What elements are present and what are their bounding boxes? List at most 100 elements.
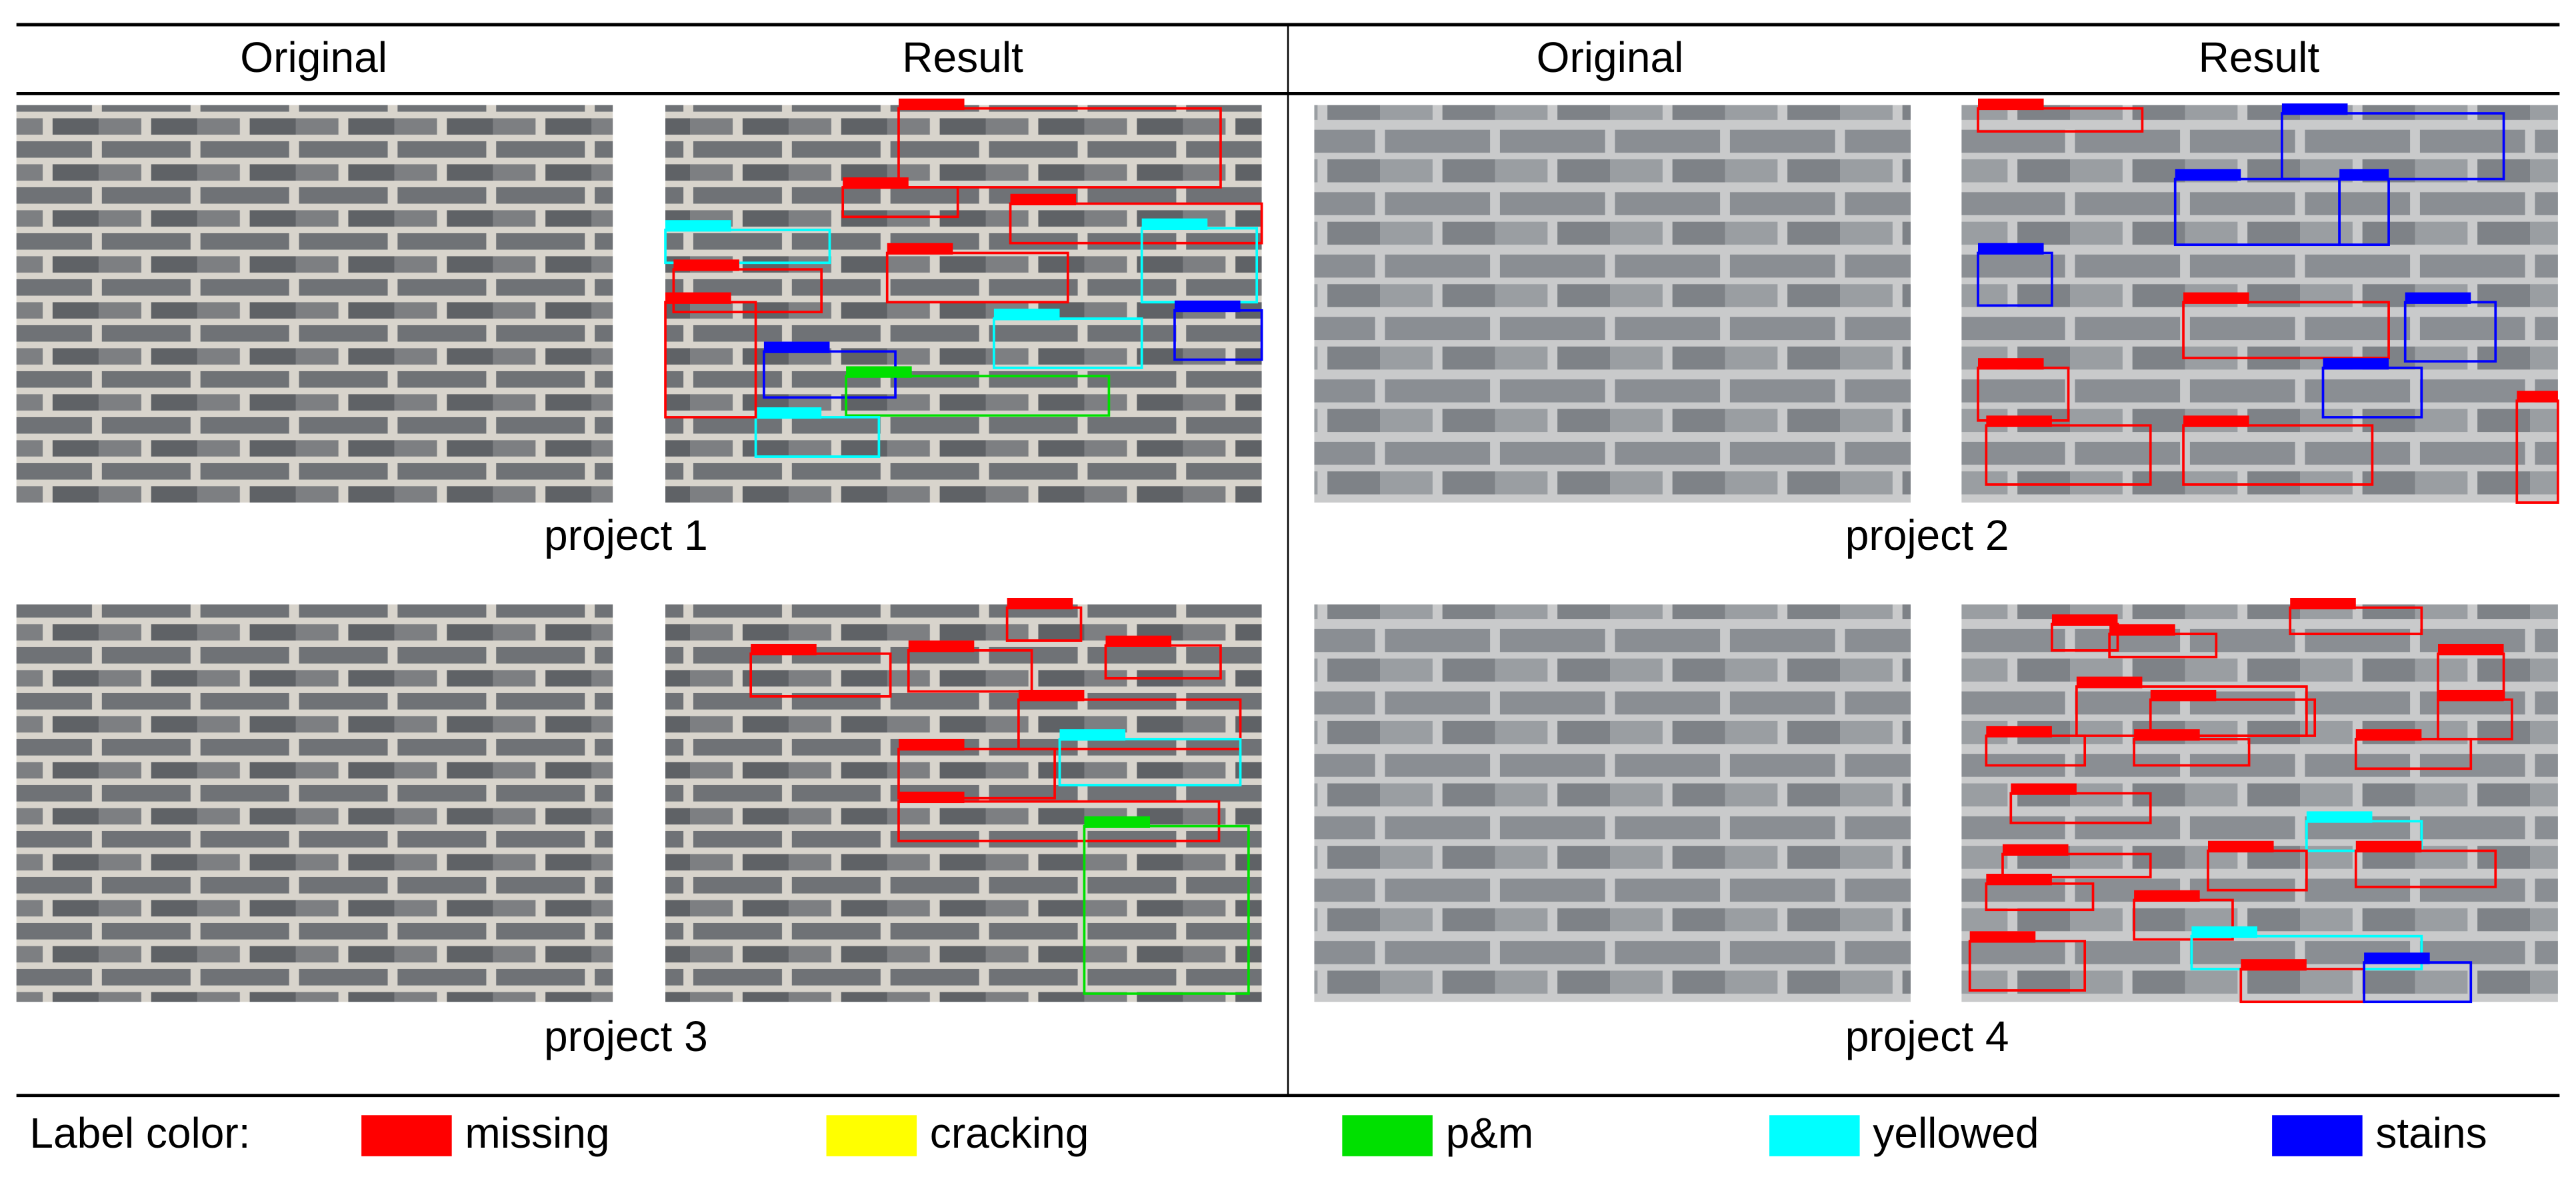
detection-tag bbox=[1010, 193, 1077, 206]
column-header: Result bbox=[2199, 33, 2320, 81]
result-photo bbox=[1961, 105, 2558, 503]
column-header: Original bbox=[1537, 33, 1684, 81]
detection-box bbox=[2001, 852, 2152, 878]
detection-box bbox=[2149, 698, 2317, 737]
detection-tag bbox=[2183, 292, 2249, 304]
project-label: project 4 bbox=[1845, 1012, 2009, 1060]
detection-tag bbox=[751, 644, 817, 656]
detection-box bbox=[664, 229, 831, 265]
detection-tag bbox=[755, 407, 822, 419]
detection-box bbox=[2281, 112, 2505, 181]
detection-tag bbox=[2208, 840, 2274, 852]
detection-tag bbox=[846, 366, 912, 378]
original-photo bbox=[16, 105, 613, 503]
detection-tag bbox=[1978, 243, 2044, 255]
detection-box bbox=[897, 107, 1222, 189]
detection-box bbox=[2354, 849, 2497, 888]
detection-tag bbox=[665, 220, 731, 232]
detection-tag bbox=[1018, 690, 1085, 702]
project-label: project 1 bbox=[544, 511, 708, 559]
legend-swatch bbox=[2272, 1115, 2363, 1156]
legend-swatch bbox=[826, 1115, 917, 1156]
detection-tag bbox=[2355, 729, 2422, 741]
detection-box bbox=[897, 800, 1221, 842]
detection-box bbox=[1009, 202, 1263, 245]
detection-box bbox=[885, 251, 1069, 304]
detection-tag bbox=[1986, 415, 2052, 427]
detection-box bbox=[1083, 824, 1250, 995]
detection-tag bbox=[1969, 931, 2036, 943]
result-photo bbox=[665, 105, 1262, 503]
detection-tag bbox=[763, 341, 830, 353]
detection-tag bbox=[1141, 218, 1208, 231]
legend-label: cracking bbox=[930, 1109, 1089, 1157]
detection-tag bbox=[2517, 391, 2558, 403]
legend-label: missing bbox=[465, 1109, 609, 1157]
detection-box bbox=[672, 268, 823, 314]
detection-tag bbox=[1978, 98, 2044, 111]
column-header: Result bbox=[902, 33, 1023, 81]
detection-tag bbox=[1105, 635, 1172, 647]
detection-tag bbox=[908, 640, 975, 652]
column-header: Original bbox=[240, 33, 387, 81]
detection-tag bbox=[1084, 816, 1150, 828]
detection-tag bbox=[2339, 169, 2389, 181]
detection-tag bbox=[1059, 729, 1126, 741]
detection-tag bbox=[898, 738, 965, 751]
legend-label: p&m bbox=[1446, 1109, 1534, 1157]
detection-tag bbox=[2323, 358, 2389, 370]
detection-tag bbox=[2438, 644, 2504, 656]
legend-label: yellowed bbox=[1873, 1109, 2039, 1157]
detection-tag bbox=[1174, 300, 1241, 313]
detection-box bbox=[2182, 301, 2390, 360]
detection-box bbox=[1058, 738, 1242, 786]
original-photo bbox=[1314, 604, 1911, 1002]
detection-tag bbox=[2051, 614, 2118, 626]
legend-title: Label color: bbox=[29, 1109, 250, 1157]
detection-tag bbox=[898, 791, 965, 804]
original-photo bbox=[16, 604, 613, 1002]
detection-tag bbox=[1986, 874, 2052, 886]
detection-tag bbox=[2241, 959, 2307, 971]
detection-tag bbox=[2290, 598, 2356, 610]
detection-tag bbox=[2002, 844, 2069, 856]
detection-tag bbox=[2306, 811, 2373, 823]
detection-box bbox=[2009, 792, 2152, 824]
detection-tag bbox=[2134, 729, 2200, 741]
detection-tag bbox=[993, 309, 1060, 321]
detection-box bbox=[1985, 424, 2152, 486]
detection-tag bbox=[2011, 783, 2077, 795]
project-label: project 3 bbox=[544, 1012, 708, 1060]
detection-tag bbox=[898, 98, 965, 111]
detection-tag bbox=[843, 177, 909, 189]
detection-tag bbox=[2076, 676, 2143, 688]
detection-tag bbox=[2183, 415, 2249, 427]
detection-tag bbox=[2175, 169, 2241, 181]
detection-box bbox=[845, 375, 1111, 417]
detection-tag bbox=[887, 243, 953, 255]
detection-box bbox=[1977, 107, 2144, 133]
legend-label: stains bbox=[2375, 1109, 2487, 1157]
detection-tag bbox=[673, 259, 739, 271]
detection-tag bbox=[1007, 598, 1073, 610]
detection-tag bbox=[2191, 926, 2257, 938]
legend-swatch bbox=[1769, 1115, 1860, 1156]
detection-tag bbox=[2405, 292, 2471, 304]
legend-swatch bbox=[361, 1115, 452, 1156]
detection-box bbox=[897, 747, 1056, 800]
detection-box bbox=[1017, 698, 1242, 750]
detection-tag bbox=[1986, 726, 2052, 738]
legend-swatch bbox=[1342, 1115, 1433, 1156]
detection-tag bbox=[2355, 840, 2422, 852]
original-photo bbox=[1314, 105, 1911, 503]
detection-tag bbox=[2281, 103, 2348, 115]
detection-tag bbox=[2134, 890, 2200, 902]
detection-tag bbox=[2150, 690, 2217, 702]
project-label: project 2 bbox=[1845, 511, 2009, 559]
detection-box bbox=[2182, 424, 2374, 486]
detection-tag bbox=[1978, 358, 2044, 370]
detection-box bbox=[749, 652, 892, 698]
detection-tag bbox=[2438, 690, 2504, 702]
detection-tag bbox=[2109, 624, 2175, 636]
